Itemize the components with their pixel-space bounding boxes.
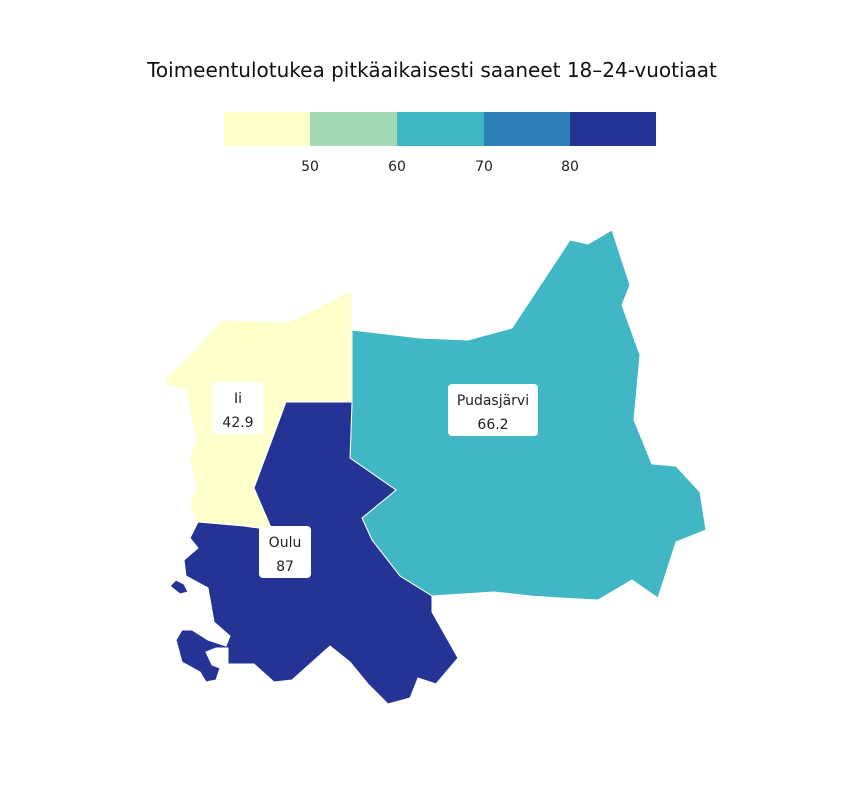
legend-swatch-2 [310, 112, 397, 146]
label-ii-value: 42.9 [222, 415, 253, 431]
map-regions [165, 229, 707, 705]
legend-tick-70: 70 [475, 159, 493, 175]
legend-swatch-5 [570, 112, 656, 146]
label-pudasjarvi-value: 66.2 [477, 417, 508, 433]
legend-tick-60: 60 [388, 159, 406, 175]
label-pudasjarvi-box [448, 384, 538, 436]
color-legend: 50 60 70 80 [224, 112, 656, 175]
legend-swatch-1 [224, 112, 310, 146]
label-pudasjarvi-name: Pudasjärvi [457, 393, 529, 409]
legend-swatch-4 [484, 112, 570, 146]
label-oulu-box [259, 526, 311, 578]
legend-tick-50: 50 [301, 159, 319, 175]
label-ii: Ii 42.9 [212, 382, 264, 434]
label-ii-name: Ii [234, 391, 242, 407]
region-oulu[interactable] [175, 401, 459, 705]
label-oulu-name: Oulu [269, 535, 302, 551]
label-pudasjarvi: Pudasjärvi 66.2 [448, 384, 538, 436]
label-oulu: Oulu 87 [259, 526, 311, 578]
legend-swatch-3 [397, 112, 484, 146]
legend-tick-80: 80 [561, 159, 579, 175]
label-ii-box [212, 382, 264, 434]
region-oulu-islet [169, 579, 189, 595]
map-title: Toimeentulotukea pitkäaikaisesti saaneet… [146, 58, 717, 82]
label-oulu-value: 87 [276, 559, 294, 575]
